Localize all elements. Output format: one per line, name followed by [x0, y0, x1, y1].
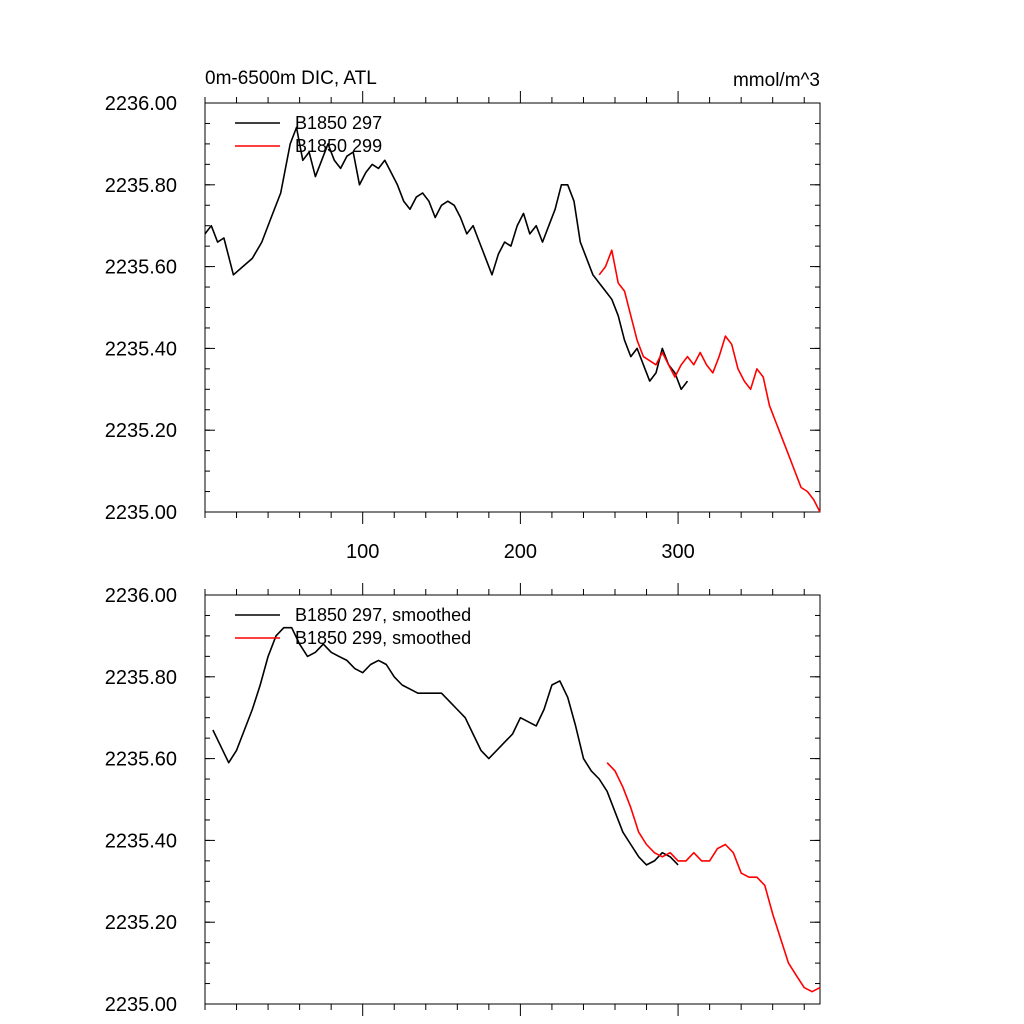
y-tick-label: 2235.80 — [105, 667, 177, 689]
y-tick-label: 2235.40 — [105, 830, 177, 852]
y-tick-label: 2235.20 — [105, 912, 177, 934]
legend: B1850 297, smoothed B1850 299, smoothed — [235, 605, 471, 648]
top-chart-panel: 0m-6500m DIC, ATL mmol/m^3 2235.00 2235.2… — [105, 68, 821, 563]
y-tick-label: 2236.00 — [105, 585, 177, 607]
series-line-1 — [204, 126, 689, 391]
y-tick-label: 2235.60 — [105, 749, 177, 771]
legend-label: B1850 297, smoothed — [295, 605, 471, 625]
series-line-1 — [212, 626, 679, 866]
chart-title: 0m-6500m DIC, ATL — [205, 68, 377, 89]
x-tick-label: 200 — [504, 541, 537, 563]
y-tick-label: 2236.00 — [105, 93, 177, 115]
units-label: mmol/m^3 — [733, 70, 820, 91]
legend: B1850 297 B1850 299 — [235, 113, 382, 156]
y-tick-label: 2235.80 — [105, 175, 177, 197]
legend-label: B1850 297 — [295, 113, 382, 133]
x-tick-label: 100 — [346, 541, 379, 563]
plot-frame — [204, 594, 821, 1005]
series-line-2 — [606, 762, 821, 993]
y-tick-label: 2235.00 — [105, 502, 177, 524]
legend-label: B1850 299, smoothed — [295, 628, 471, 648]
y-tick-label: 2235.00 — [105, 994, 177, 1016]
x-tick-label: 300 — [661, 541, 694, 563]
y-tick-label: 2235.20 — [105, 420, 177, 442]
y-tick-label: 2235.60 — [105, 257, 177, 279]
series-line-2 — [598, 249, 821, 513]
plot-frame — [204, 102, 821, 513]
bottom-chart-panel: 2235.00 2235.20 2235.40 2235.60 2235.80 2236.… — [105, 583, 821, 1016]
y-tick-label: 2235.40 — [105, 338, 177, 360]
legend-label: B1850 299 — [295, 136, 382, 156]
